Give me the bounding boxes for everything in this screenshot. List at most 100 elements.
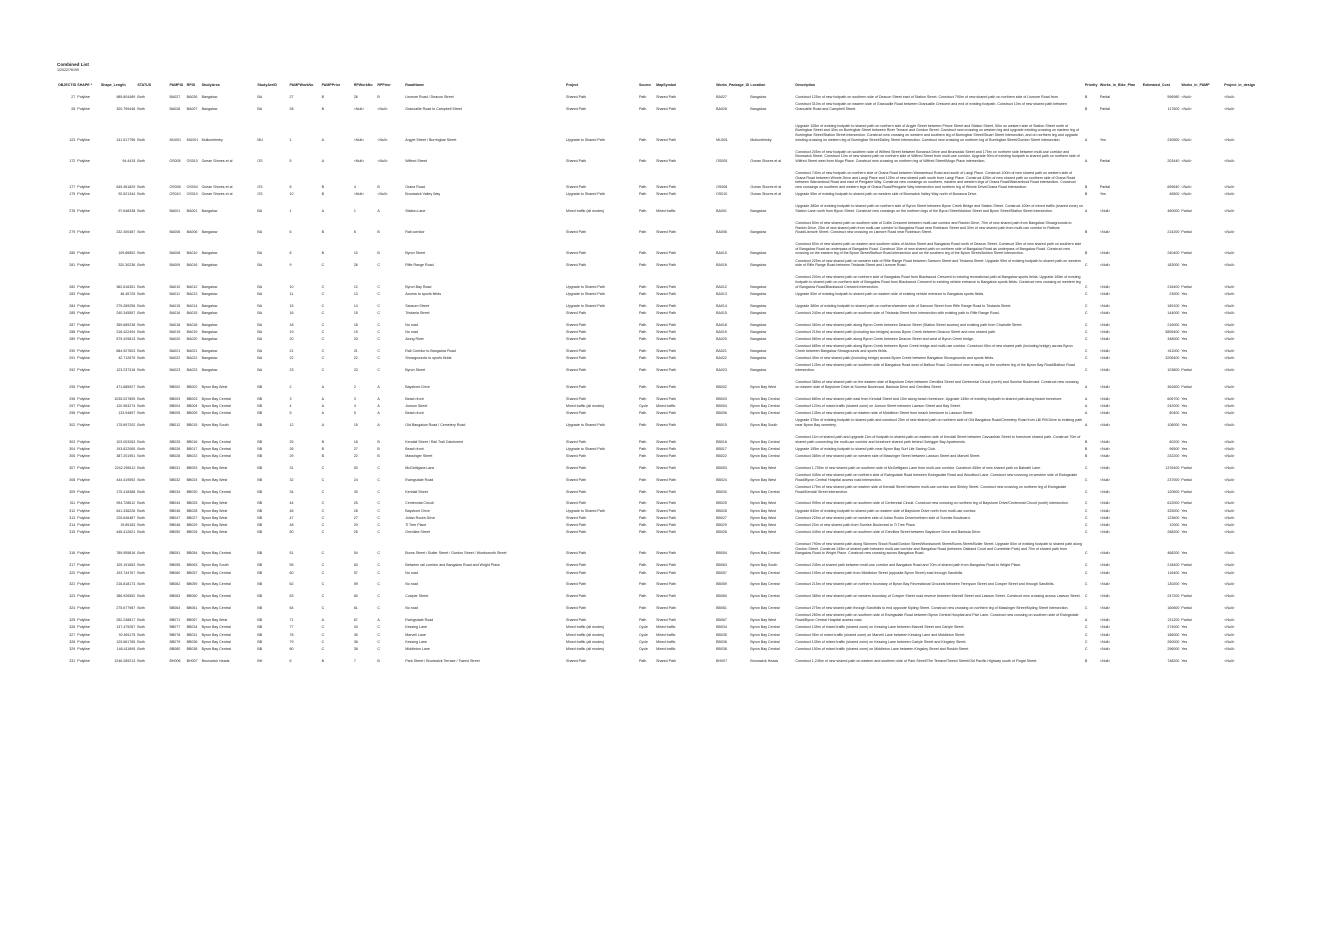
table-cell: Byron Bay Central [750, 453, 780, 458]
table-cell: Yes [1181, 422, 1188, 427]
table-cell: 25 [353, 501, 358, 506]
table-cell: 1 [289, 208, 292, 213]
table-cell: C [1084, 349, 1088, 354]
table-cell: 314 [69, 523, 76, 527]
table-cell: Partial [1099, 159, 1111, 164]
table-cell: Bangalow [750, 107, 767, 112]
table-row: 331 Polyline 1246.289213 Both BH006 BH007 Brun… [57, 652, 1277, 664]
table-cell: Ocean Shores et al [750, 192, 782, 197]
table-cell: Polyline [77, 208, 90, 213]
table-cell: <Null> [1224, 330, 1235, 334]
table-cell: Mullumbimby [201, 137, 223, 142]
table-cell: BA [257, 208, 263, 213]
table-cell: Sansom Street [405, 303, 430, 308]
table-cell: Partial [1181, 208, 1192, 213]
table-cell: Path [638, 618, 647, 623]
table-cell: Both [137, 230, 145, 235]
table-cell: 29 [289, 453, 294, 458]
table-cell: 60 [289, 570, 294, 575]
table-cell: Polyline [77, 230, 90, 235]
table-cell: BB038 [716, 646, 727, 651]
table-cell: BB053 [186, 465, 198, 470]
table-cell: Construct 205m of new footpath on southe… [795, 149, 1080, 164]
table-cell: Construct 50m of new shared path on east… [795, 242, 1082, 256]
table-cell: 386.926552 [116, 594, 136, 599]
table-cell: 137.479267 [116, 625, 136, 630]
table-cell: <Null> [1099, 594, 1111, 599]
table-cell: BB004 [169, 403, 181, 408]
table-cell: BB053 [716, 465, 727, 470]
table-cell: Construct 685m of new shared path along … [795, 344, 1073, 354]
table-cell: <Null> [1181, 95, 1192, 100]
table-row: 282 Polyline 362.616351 Both BA010 BA012 Banga… [57, 268, 1277, 289]
table-cell: B [321, 185, 325, 190]
table-cell: 309 [69, 489, 76, 494]
table-cell: Yes [1181, 453, 1188, 458]
table-cell: BB [257, 489, 263, 494]
table-cell: Upgrade 50m of existing footpath to shar… [795, 291, 985, 296]
table-cell: Construct 135m of new shared path on eas… [795, 411, 974, 416]
table-cell: BA022 [186, 356, 198, 361]
table-cell: B [321, 439, 325, 444]
table-cell: A [1084, 137, 1088, 142]
table-cell: Shared Path [656, 291, 677, 296]
table-cell: 26 [353, 530, 358, 535]
table-row: 309 Polyline 175.418388 Both BB034 BB030 Byron… [57, 482, 1277, 494]
table-cell: C [377, 551, 380, 556]
table-cell: 325 [69, 618, 76, 623]
table-cell: Both [137, 594, 145, 599]
table-row: 302 Polyline 175.897202 Both BB012 BB015 Byron… [57, 416, 1277, 428]
table-cell: BA013 [716, 291, 727, 296]
table-cell: Shared Path [656, 263, 677, 268]
table-cell: Ewingsdale Road [405, 477, 434, 482]
table-cell: BB003 [716, 396, 727, 401]
table-cell: Ti Tree Place [405, 523, 427, 527]
table-row: 28 Polyline 320.799446 Both BA028 BA007 Bangal… [57, 100, 1277, 112]
table-cell: Byron Bay West [750, 530, 777, 535]
column-header: MapSymbol [656, 83, 677, 88]
table-cell: Polyline [77, 356, 90, 361]
table-cell: C [377, 477, 380, 482]
table-cell: <Null> [1224, 107, 1235, 112]
table-cell: BA023 [716, 368, 727, 373]
table-cell: Both [137, 439, 145, 444]
table-cell: Polyline [77, 422, 90, 427]
table-cell: 97.648338 [118, 208, 136, 213]
table-row: 298 Polyline 133.94897 Both BB005 BB005 Byron … [57, 409, 1277, 416]
table-cell: Bangalow [201, 291, 218, 296]
table-cell: Shared Path [566, 618, 587, 623]
table-cell: Partial [1181, 384, 1192, 389]
table-cell: 44 [289, 501, 294, 506]
table-cell: BB030 [716, 489, 727, 494]
table-cell: 54 [353, 551, 358, 556]
table-row: 308 Polyline 444.419592 Both BB032 BB024 Byron… [57, 470, 1277, 482]
table-cell: Path [638, 515, 647, 520]
table-cell: Both [137, 192, 145, 197]
table-cell: 446.412621 [116, 530, 136, 535]
table-cell: <Null> [1099, 310, 1111, 315]
table-cell: C [1084, 606, 1088, 611]
table-cell: Bangalow [750, 251, 767, 256]
table-cell: BB [257, 396, 263, 401]
table-cell: Yes [1181, 646, 1188, 651]
table-cell: <Null> [377, 192, 388, 197]
table-cell: 62 [289, 582, 294, 587]
records-table: OBJECTID *SHAPE * Shape_Length STATUS PAMPI… [57, 80, 1277, 663]
table-cell: 3 [353, 396, 356, 401]
table-cell: Shared Path [656, 384, 677, 389]
table-cell: BH006 [169, 658, 181, 663]
table-cell: B [377, 230, 380, 235]
table-cell: BB067 [186, 618, 198, 623]
table-cell: BB063 [716, 563, 727, 568]
table-cell: <Null> [1099, 446, 1111, 451]
table-cell: C [1084, 563, 1088, 568]
column-header: Priority [1084, 83, 1098, 88]
table-cell: 2 [353, 384, 356, 389]
column-header: Works_in_PAMP [1181, 83, 1210, 88]
table-cell: Upgrade 195m of existing footpath to sha… [795, 446, 936, 451]
table-cell: Construct 195m of new shared path from M… [795, 570, 964, 575]
table-cell: 216400 [1167, 284, 1180, 289]
table-cell: Yes [1181, 356, 1188, 361]
table-cell: BH007 [186, 658, 198, 663]
table-cell: Shared Path [566, 453, 587, 458]
